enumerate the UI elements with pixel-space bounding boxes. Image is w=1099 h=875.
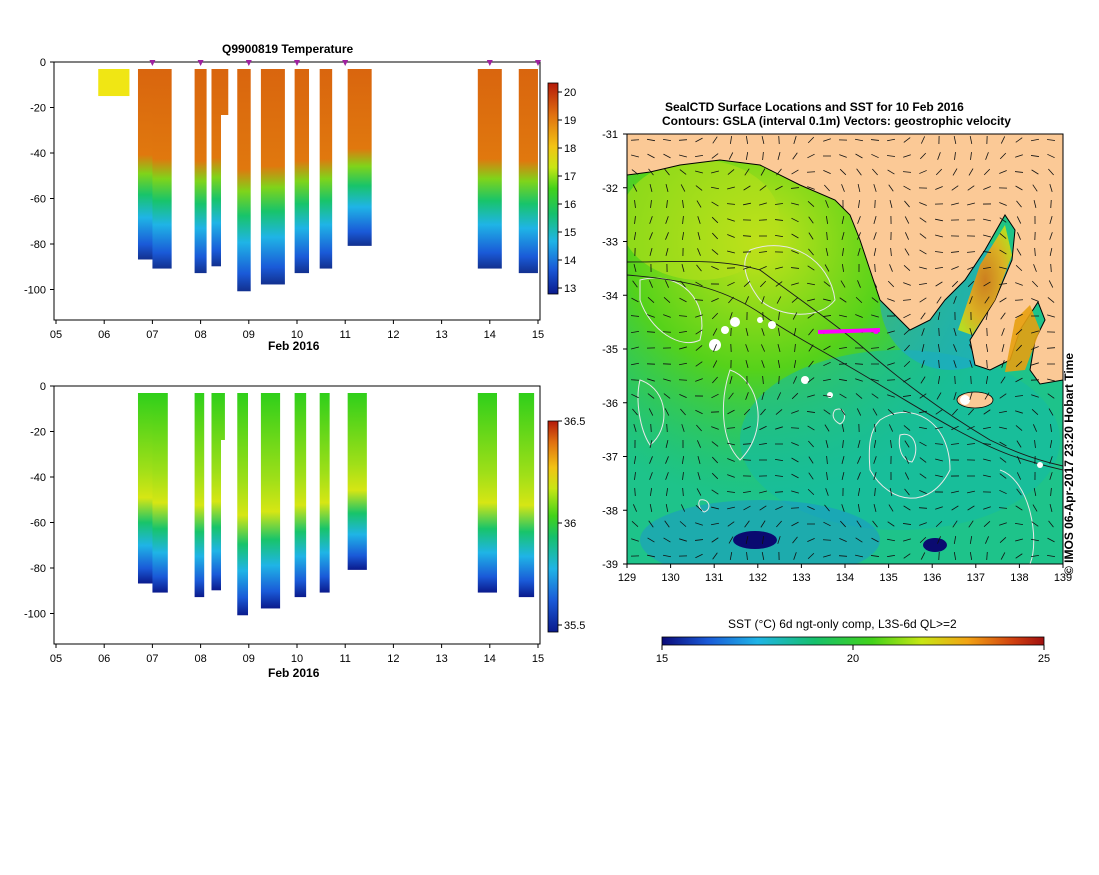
x-tick-label: 13 xyxy=(435,329,447,341)
sst-colorbar-tick-label: 20 xyxy=(847,653,859,665)
map-y-tick-label: -35 xyxy=(602,344,618,356)
x-tick-label: 07 xyxy=(146,329,158,341)
sst-colorbar xyxy=(662,637,1044,645)
colorbar-tick-label: 36.5 xyxy=(564,416,585,428)
x-tick-label: 06 xyxy=(98,653,110,665)
map-y-tick-label: -32 xyxy=(602,183,618,195)
x-tick-label: 05 xyxy=(50,329,62,341)
y-tick-label: -100 xyxy=(24,285,46,297)
map-y-tick-label: -38 xyxy=(602,505,618,517)
colorbar-tick-label: 14 xyxy=(564,255,576,267)
map-title: SealCTD Surface Locations and SST for 10… xyxy=(665,100,964,114)
temperature-colorbar xyxy=(548,83,558,294)
map-x-tick-label: 130 xyxy=(661,572,679,584)
temperature-profile xyxy=(195,69,207,273)
map-y-tick-label: -31 xyxy=(602,129,618,141)
map-x-tick-label: 138 xyxy=(1010,572,1028,584)
map-x-tick-label: 132 xyxy=(749,572,767,584)
y-tick-label: -100 xyxy=(24,609,46,621)
salinity-profile xyxy=(478,393,497,593)
sst-colorbar-tick-label: 25 xyxy=(1038,653,1050,665)
y-tick-label: 0 xyxy=(40,381,46,393)
x-tick-label: 15 xyxy=(532,653,544,665)
x-tick-label: 14 xyxy=(484,329,496,341)
x-tick-label: 07 xyxy=(146,653,158,665)
x-tick-label: 12 xyxy=(387,653,399,665)
salinity-profile xyxy=(195,393,205,597)
y-tick-label: -80 xyxy=(30,239,46,251)
temperature-profile xyxy=(320,69,332,269)
temperature-profile xyxy=(478,69,502,269)
y-tick-label: -60 xyxy=(30,194,46,206)
x-tick-label: 09 xyxy=(243,653,255,665)
x-tick-label: 12 xyxy=(387,329,399,341)
map-y-tick-label: -37 xyxy=(602,452,618,464)
map-y-tick-label: -33 xyxy=(602,237,618,249)
salinity-profile xyxy=(138,393,153,583)
salinity-profile xyxy=(295,393,307,597)
imos-credit: © IMOS 06-Apr-2017 23:20 Hobart Time xyxy=(1062,575,1086,875)
temperature-profile xyxy=(295,69,309,273)
salinity-plot: 05 06 07 08 09 10 11 12 13 14 15 0 -20 -40 -60 -80 -100 3… xyxy=(24,381,585,665)
map-subtitle: Contours: GSLA (interval 0.1m) Vectors: … xyxy=(662,114,1011,128)
y-tick-label: -40 xyxy=(30,148,46,160)
x-tick-label: 13 xyxy=(435,653,447,665)
colorbar-tick-label: 15 xyxy=(564,227,576,239)
salinity-profile xyxy=(320,393,330,593)
map-x-tick-label: 131 xyxy=(705,572,723,584)
x-tick-label: 08 xyxy=(194,329,206,341)
map-y-tick-label: -39 xyxy=(602,559,618,571)
temperature-profile xyxy=(152,69,171,269)
colorbar-tick-label: 13 xyxy=(564,283,576,295)
x-tick-label: 15 xyxy=(532,329,544,341)
x-tick-label: 14 xyxy=(484,653,496,665)
y-tick-label: 0 xyxy=(40,57,46,69)
sst-colorbar-label: SST (°C) 6d ngt-only comp, L3S-6d QL>=2 xyxy=(728,617,957,631)
map-x-tick-label: 129 xyxy=(618,572,636,584)
temperature-profile xyxy=(98,69,129,96)
salinity-colorbar xyxy=(548,421,558,632)
salinity-xaxis-label: Feb 2016 xyxy=(268,666,319,680)
sst-colorbar-tick-label: 15 xyxy=(656,653,668,665)
colorbar-tick-label: 36 xyxy=(564,518,576,530)
colorbar-tick-label: 35.5 xyxy=(564,620,585,632)
colorbar-tick-label: 19 xyxy=(564,115,576,127)
x-tick-label: 08 xyxy=(194,653,206,665)
y-tick-label: -60 xyxy=(30,518,46,530)
y-tick-label: -20 xyxy=(30,103,46,115)
temperature-xaxis-label: Feb 2016 xyxy=(268,339,319,353)
salinity-profile xyxy=(237,393,248,615)
map-y-tick-label: -34 xyxy=(602,290,618,302)
colorbar-tick-label: 20 xyxy=(564,87,576,99)
salinity-profile xyxy=(261,393,280,608)
y-tick-label: -40 xyxy=(30,472,46,484)
temperature-profile xyxy=(237,69,250,291)
x-tick-label: 11 xyxy=(339,653,350,665)
x-tick-label: 05 xyxy=(50,653,62,665)
salinity-profile xyxy=(348,393,367,570)
map-y-tick-label: -36 xyxy=(602,398,618,410)
colorbar-tick-label: 17 xyxy=(564,171,576,183)
y-tick-label: -80 xyxy=(30,563,46,575)
temperature-profile xyxy=(519,69,538,273)
temperature-profile xyxy=(348,69,372,246)
x-tick-label: 11 xyxy=(339,329,350,341)
colorbar-tick-label: 18 xyxy=(564,143,576,155)
map-x-tick-label: 136 xyxy=(923,572,941,584)
x-tick-label: 06 xyxy=(98,329,110,341)
salinity-profile xyxy=(519,393,534,597)
map-x-tick-label: 137 xyxy=(967,572,985,584)
x-tick-label: 09 xyxy=(243,329,255,341)
map-x-tick-label: 134 xyxy=(836,572,854,584)
y-tick-label: -20 xyxy=(30,427,46,439)
x-tick-label: 10 xyxy=(291,653,303,665)
map-x-tick-label: 133 xyxy=(792,572,810,584)
colorbar-tick-label: 16 xyxy=(564,199,576,211)
map-x-tick-label: 135 xyxy=(879,572,897,584)
temperature-profile xyxy=(261,69,285,284)
salinity-profile xyxy=(152,393,167,593)
